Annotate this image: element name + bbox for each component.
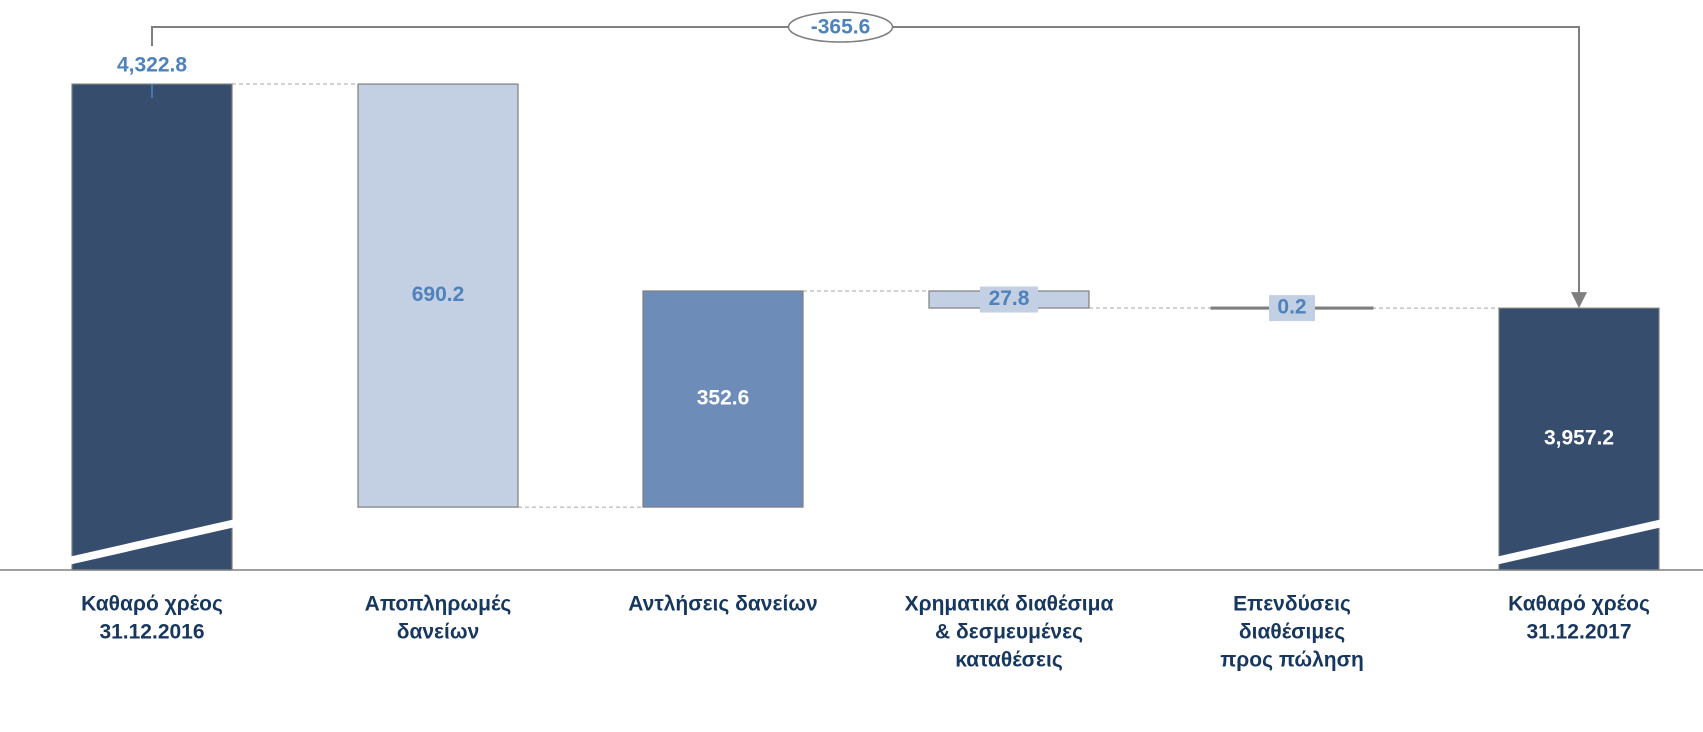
x-tick-label: Χρηματικά διαθέσιμα	[905, 593, 1114, 616]
x-tick-label: προς πώληση	[1220, 649, 1364, 672]
x-tick-label: & δεσμευμένες	[935, 621, 1083, 644]
x-tick-label: Αποπληρωμές	[365, 593, 512, 616]
value-label: 0.2	[1277, 296, 1306, 319]
value-label: 3,957.2	[1544, 427, 1614, 450]
label-background	[1269, 295, 1315, 322]
x-tick-label: δανείων	[397, 621, 480, 644]
x-tick-label: 31.12.2016	[99, 621, 204, 644]
axis-break	[64, 518, 240, 566]
axis-break	[1491, 518, 1667, 566]
value-label: 690.2	[412, 283, 465, 306]
x-tick-label: Επενδύσεις	[1233, 593, 1351, 616]
annotation: -365.6	[811, 16, 871, 39]
x-tick-label: Καθαρό χρέος	[81, 593, 223, 616]
bar	[71, 83, 233, 571]
arrow-head	[1571, 292, 1587, 309]
x-tick-label: διαθέσιμες	[1239, 621, 1345, 644]
value-label: 27.8	[989, 287, 1030, 310]
annotation-bubble	[787, 11, 894, 43]
x-tick-label: Αντλήσεις δανείων	[628, 593, 817, 616]
bar	[357, 83, 519, 508]
x-tick-label: 31.12.2017	[1526, 621, 1631, 644]
value-label: 4,322.8	[117, 54, 187, 77]
label-background	[980, 286, 1038, 313]
value-label: 352.6	[697, 387, 750, 410]
x-tick-label: καταθέσεις	[955, 649, 1063, 672]
bar	[642, 290, 804, 508]
x-tick-label: Καθαρό χρέος	[1508, 593, 1650, 616]
